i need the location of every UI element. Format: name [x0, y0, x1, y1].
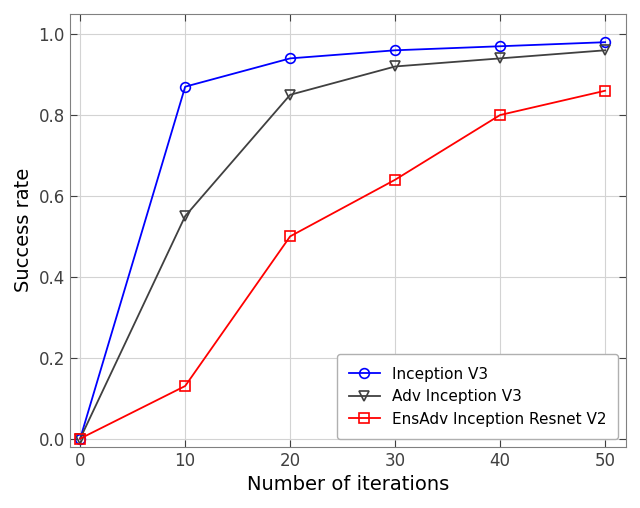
EnsAdv Inception Resnet V2	[181, 383, 189, 389]
EnsAdv Inception Resnet V2	[496, 112, 504, 118]
Adv Inception V3	[601, 47, 609, 53]
Inception V3	[181, 84, 189, 90]
Inception V3	[76, 435, 84, 441]
Inception V3	[601, 39, 609, 45]
EnsAdv Inception Resnet V2	[601, 88, 609, 94]
EnsAdv Inception Resnet V2	[391, 177, 399, 183]
X-axis label: Number of iterations: Number of iterations	[247, 475, 449, 494]
Adv Inception V3	[286, 92, 294, 98]
Inception V3	[496, 43, 504, 49]
EnsAdv Inception Resnet V2	[286, 233, 294, 239]
Line: Adv Inception V3: Adv Inception V3	[76, 45, 610, 443]
Adv Inception V3	[181, 213, 189, 219]
Adv Inception V3	[391, 64, 399, 70]
Inception V3	[286, 55, 294, 61]
Adv Inception V3	[76, 435, 84, 441]
Inception V3	[391, 47, 399, 53]
Legend: Inception V3, Adv Inception V3, EnsAdv Inception Resnet V2: Inception V3, Adv Inception V3, EnsAdv I…	[337, 355, 618, 439]
EnsAdv Inception Resnet V2	[76, 435, 84, 441]
Line: EnsAdv Inception Resnet V2: EnsAdv Inception Resnet V2	[76, 86, 610, 443]
Adv Inception V3	[496, 55, 504, 61]
Y-axis label: Success rate: Success rate	[14, 168, 33, 293]
Line: Inception V3: Inception V3	[76, 38, 610, 443]
